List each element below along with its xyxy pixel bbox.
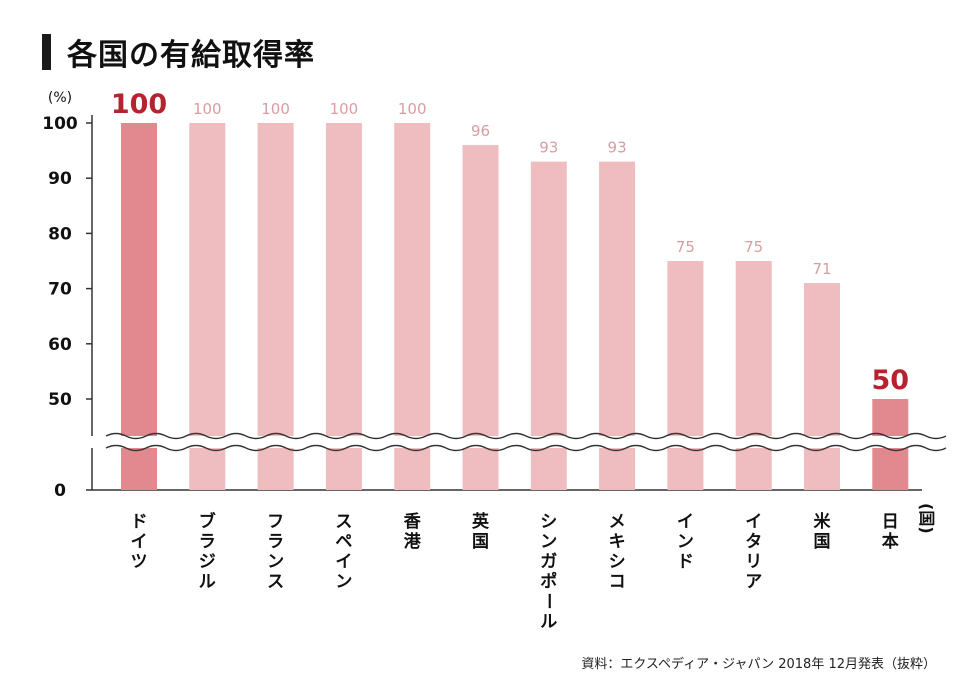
- x-tick-label: イ: [131, 532, 148, 552]
- x-tick-label: リ: [745, 552, 762, 572]
- x-tick-label: ン: [540, 532, 557, 552]
- data-label: 100: [398, 100, 427, 118]
- x-tick-label: ル: [540, 612, 557, 632]
- x-tick-label: 日: [882, 512, 899, 532]
- x-tick-label: ス: [267, 572, 284, 592]
- x-tick-label: ガ: [540, 552, 557, 572]
- x-tick-label: イ: [335, 552, 352, 572]
- x-tick-label: 国: [814, 532, 831, 552]
- bar: [667, 261, 704, 490]
- x-tick-label: コ: [609, 572, 626, 592]
- x-tick-label: ス: [335, 512, 352, 532]
- bar: [325, 123, 362, 490]
- bar: [121, 123, 157, 490]
- data-label: 96: [471, 122, 490, 140]
- x-tick-label: ラ: [199, 532, 216, 552]
- data-label: 71: [812, 260, 831, 278]
- bar: [189, 123, 226, 490]
- x-tick-label: 港: [404, 531, 422, 552]
- x-tick-label: ラ: [267, 532, 284, 552]
- x-tick-label: タ: [745, 532, 762, 552]
- x-tick-label: ド: [131, 512, 148, 532]
- bar: [735, 261, 772, 490]
- data-label: 100: [261, 100, 290, 118]
- bar: [462, 145, 499, 490]
- x-tick-label: ド: [677, 552, 694, 572]
- x-tick-label: ン: [267, 552, 284, 572]
- x-tick-label: ー: [538, 593, 558, 610]
- x-tick-label: ツ: [131, 552, 148, 572]
- x-tick-label: ポ: [540, 571, 557, 592]
- y-tick-label: 0: [54, 481, 66, 501]
- y-tick-label: 100: [42, 114, 78, 134]
- bar: [257, 123, 294, 490]
- x-tick-label: シ: [609, 552, 626, 572]
- data-label: 75: [744, 238, 763, 256]
- y-tick-label: 60: [48, 335, 72, 355]
- y-tick-label: 70: [48, 280, 72, 300]
- x-tick-label: ブ: [199, 511, 216, 532]
- x-unit-label: (国): [917, 503, 936, 534]
- data-label: 100: [193, 100, 222, 118]
- x-tick-label: メ: [609, 512, 626, 532]
- x-tick-label: ル: [199, 572, 216, 592]
- x-tick-label: キ: [609, 532, 626, 552]
- x-tick-label: ン: [677, 532, 694, 552]
- data-label: 100: [111, 89, 167, 120]
- x-tick-label: 米: [814, 511, 832, 532]
- x-tick-label: ペ: [335, 532, 352, 552]
- x-tick-label: イ: [745, 512, 762, 532]
- y-tick-label: 80: [48, 224, 72, 244]
- x-tick-label: 香: [404, 512, 421, 532]
- x-tick-label: 英: [472, 511, 490, 532]
- title-marker: [42, 34, 51, 70]
- data-label: 93: [608, 139, 627, 157]
- data-label: 93: [539, 139, 558, 157]
- chart-title: 各国の有給取得率: [67, 38, 315, 73]
- data-label: 50: [872, 365, 910, 396]
- x-tick-label: 本: [882, 531, 899, 552]
- y-unit-label: (%): [48, 90, 72, 106]
- x-tick-label: フ: [267, 512, 284, 532]
- bar: [394, 123, 431, 490]
- x-tick-label: ジ: [199, 552, 216, 572]
- data-label: 75: [676, 238, 695, 256]
- y-tick-label: 90: [48, 169, 72, 189]
- axis-break-line: [105, 444, 947, 452]
- y-tick-label: 50: [48, 390, 72, 410]
- bar: [804, 283, 840, 490]
- axis-break-line: [105, 432, 947, 440]
- x-tick-label: ア: [745, 572, 762, 592]
- x-tick-label: イ: [677, 512, 694, 532]
- x-tick-label: シ: [540, 512, 557, 532]
- x-tick-label: ン: [335, 572, 352, 592]
- title-block: 各国の有給取得率: [42, 30, 315, 74]
- x-tick-label: 国: [472, 532, 489, 552]
- data-label: 100: [330, 100, 359, 118]
- source-note: 資料：エクスペディア・ジャパン 2018年 12月発表（抜粋）: [581, 657, 936, 672]
